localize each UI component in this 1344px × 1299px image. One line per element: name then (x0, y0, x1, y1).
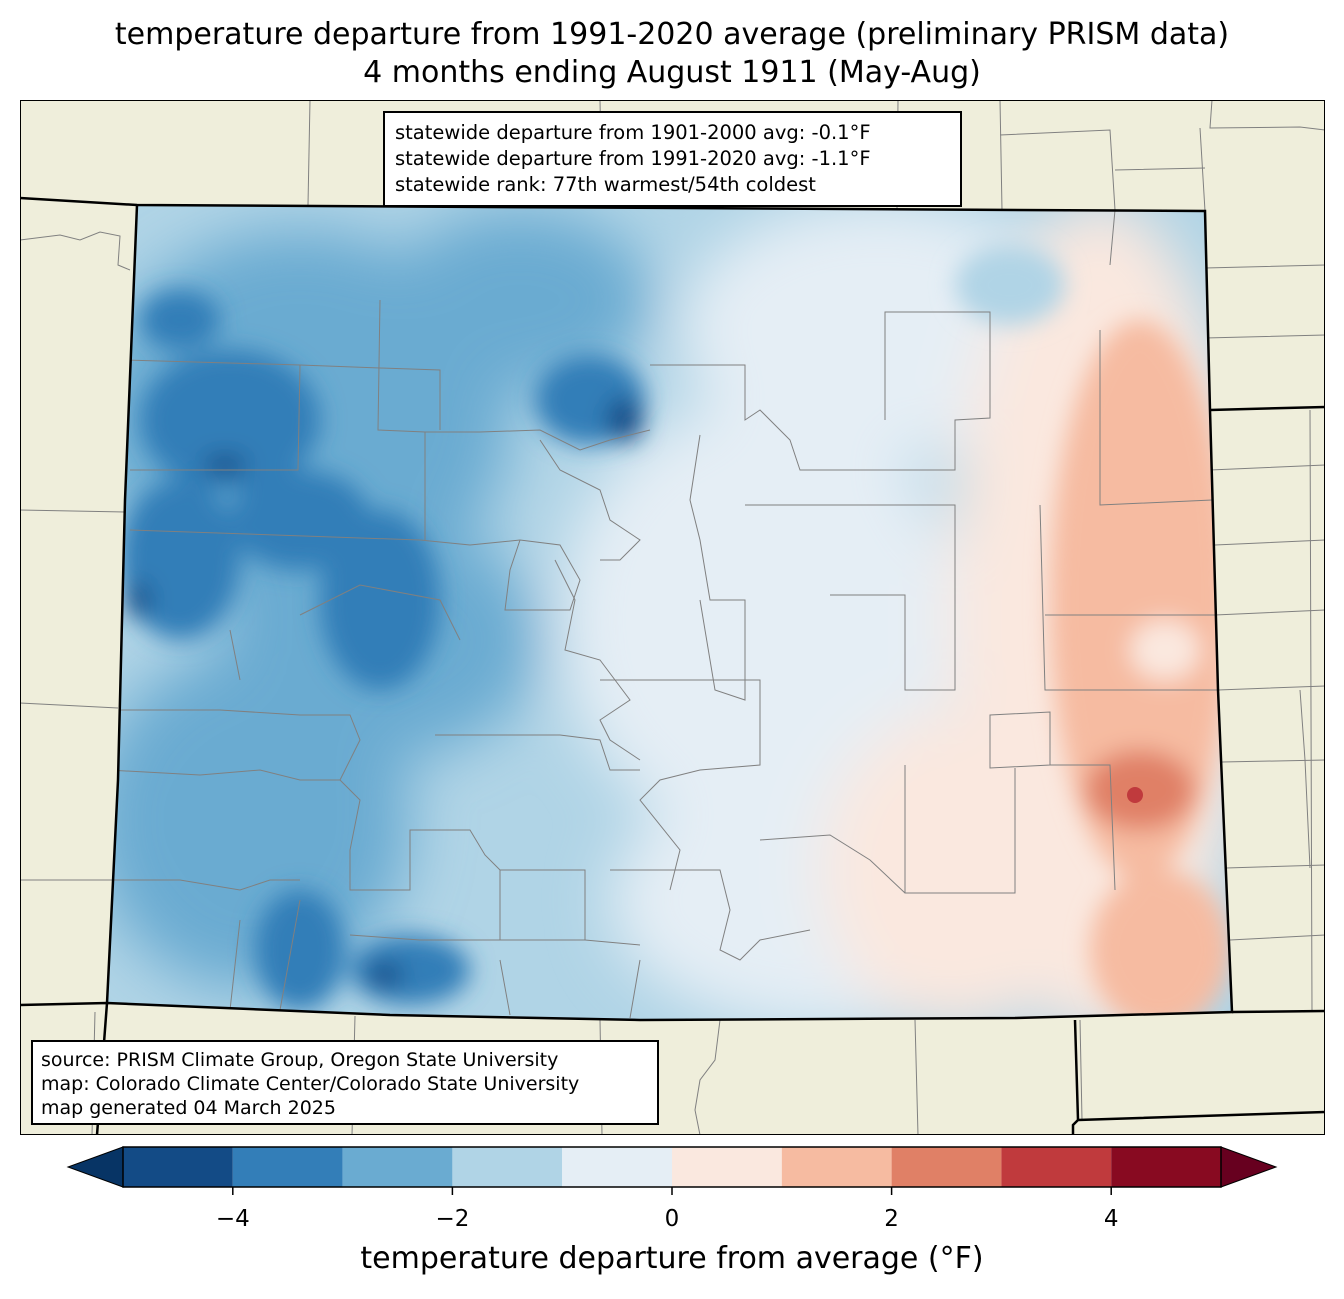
colorbar-tick-label: 4 (1103, 1206, 1119, 1232)
colorbar-bin (232, 1147, 343, 1187)
colorbar-bin (1111, 1147, 1221, 1187)
colorbar-under-arrow (66, 1146, 124, 1188)
colorbar-label: temperature departure from average (°F) (360, 1241, 984, 1276)
source-line: source: PRISM Climate Group, Oregon Stat… (41, 1049, 559, 1071)
colorbar-tick-label: −4 (215, 1206, 250, 1232)
generated-date-line: map generated 04 March 2025 (41, 1097, 336, 1119)
colorbar-bin (781, 1147, 892, 1187)
colorbar-bin (562, 1147, 672, 1187)
colorbar-tick-label: −2 (435, 1206, 470, 1232)
colorbar-bin (1001, 1147, 1112, 1187)
source-box: source: PRISM Climate Group, Oregon Stat… (31, 1040, 659, 1125)
map-title: temperature departure from 1991-2020 ave… (114, 17, 1230, 52)
stat-departure-1901-2000: statewide departure from 1901-2000 avg: … (395, 121, 871, 144)
map-subtitle: 4 months ending August 1911 (May-Aug) (363, 55, 981, 90)
colorbar-tick-label: 0 (664, 1206, 680, 1232)
stat-departure-1991-2020: statewide departure from 1991-2020 avg: … (395, 147, 871, 170)
statewide-stats-box: statewide departure from 1901-2000 avg: … (383, 111, 962, 207)
colorbar-bin (452, 1147, 563, 1187)
colorbar-bin (672, 1147, 782, 1187)
colorbar-bin (123, 1147, 233, 1187)
colorbar-over-arrow (1220, 1146, 1278, 1188)
stat-rank: statewide rank: 77th warmest/54th coldes… (395, 173, 816, 196)
colorbar (66, 1146, 1278, 1195)
colorbar-tick-label: 2 (884, 1206, 899, 1232)
map-credit-line: map: Colorado Climate Center/Colorado St… (41, 1073, 580, 1095)
departure-field (107, 205, 1232, 1020)
colorbar-bin (342, 1147, 453, 1187)
colorbar-bin (891, 1147, 1002, 1187)
